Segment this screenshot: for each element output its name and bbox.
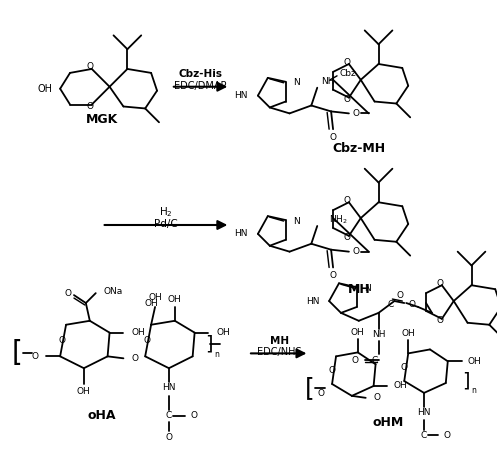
Text: n: n (471, 387, 476, 396)
Text: O: O (86, 102, 94, 111)
Text: OH: OH (148, 293, 162, 302)
Text: Cbz: Cbz (339, 70, 356, 79)
Text: O: O (344, 57, 350, 66)
Text: OH: OH (394, 382, 407, 391)
Text: O: O (58, 336, 66, 345)
Text: O: O (374, 393, 380, 402)
Text: Cbz-MH: Cbz-MH (332, 142, 386, 155)
Text: HN: HN (234, 229, 248, 238)
Text: O: O (352, 247, 360, 256)
Text: O: O (144, 336, 150, 345)
Text: C: C (421, 431, 427, 440)
Text: N: N (294, 216, 300, 225)
Text: O: O (32, 352, 38, 361)
Text: C: C (388, 300, 394, 309)
Text: [: [ (11, 339, 22, 367)
Text: O: O (344, 95, 350, 104)
Text: NH: NH (321, 77, 334, 86)
Text: MH: MH (270, 335, 289, 346)
Text: n: n (214, 350, 219, 359)
Text: OH: OH (216, 328, 230, 337)
Text: O: O (166, 433, 172, 442)
Text: O: O (330, 132, 336, 141)
Text: EDC/DMAP: EDC/DMAP (174, 81, 227, 91)
Text: O: O (344, 196, 350, 205)
Text: HN: HN (418, 408, 431, 417)
Text: O: O (132, 354, 138, 363)
Text: MH: MH (348, 283, 370, 296)
Text: O: O (401, 363, 408, 372)
Text: O: O (397, 291, 404, 299)
Text: O: O (328, 365, 336, 374)
Text: HN: HN (306, 296, 319, 305)
Text: MGK: MGK (86, 113, 118, 126)
Text: Cbz-His: Cbz-His (178, 69, 222, 79)
Text: O: O (436, 279, 444, 288)
Text: O: O (330, 271, 336, 280)
Text: O: O (436, 316, 444, 325)
Text: OH: OH (144, 299, 158, 308)
Text: N: N (364, 284, 370, 293)
Text: [: [ (304, 376, 314, 400)
Text: O: O (352, 109, 360, 118)
Text: OH: OH (132, 328, 145, 337)
Text: NH$_2$: NH$_2$ (329, 214, 347, 226)
Text: O: O (344, 233, 350, 242)
Text: Pd/C: Pd/C (154, 219, 178, 229)
Text: OH: OH (77, 387, 90, 396)
Text: O: O (64, 289, 71, 298)
Text: O: O (190, 411, 198, 420)
Text: EDC/NHS: EDC/NHS (258, 348, 302, 357)
Text: OH: OH (468, 357, 481, 366)
Text: HN: HN (234, 91, 248, 100)
Text: N: N (294, 78, 300, 87)
Text: O: O (318, 389, 324, 398)
Text: ONa: ONa (104, 286, 123, 295)
Text: ]: ] (204, 335, 212, 354)
Text: ]: ] (462, 371, 469, 391)
Text: OH: OH (38, 84, 53, 94)
Text: C: C (166, 411, 172, 420)
Text: O: O (408, 300, 416, 309)
Text: NH: NH (372, 330, 386, 339)
Text: oHM: oHM (373, 416, 404, 429)
Text: OH: OH (168, 295, 181, 304)
Text: OH: OH (402, 329, 415, 338)
Text: OH: OH (351, 328, 364, 337)
Text: H$_2$: H$_2$ (159, 205, 173, 219)
Text: O: O (86, 62, 94, 71)
Text: HN: HN (162, 383, 175, 392)
Text: oHA: oHA (88, 409, 116, 422)
Text: O: O (352, 356, 359, 365)
Text: C: C (372, 356, 378, 365)
Text: O: O (444, 431, 451, 440)
